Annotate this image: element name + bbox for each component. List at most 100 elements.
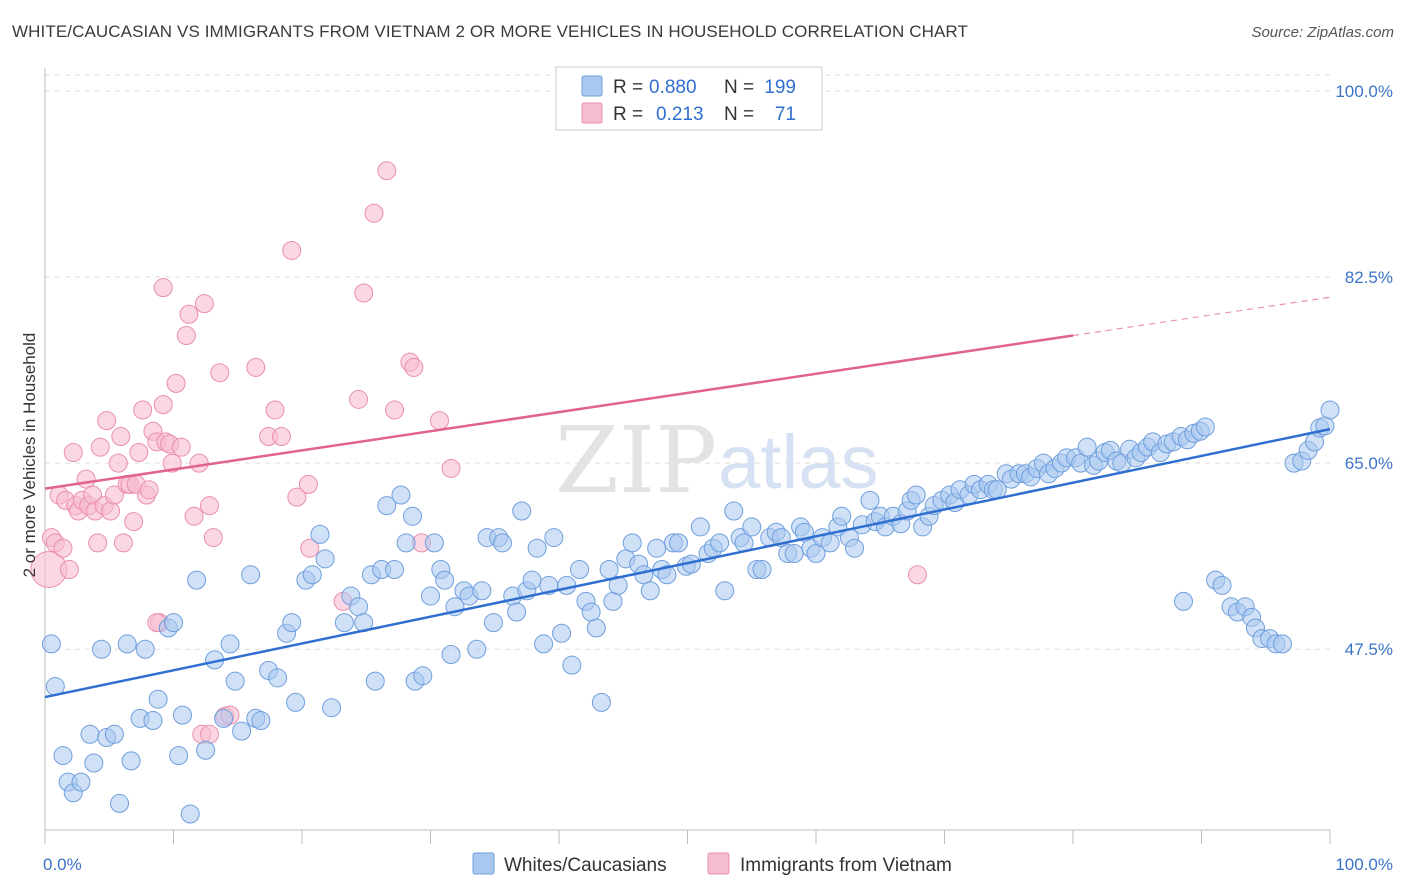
white-point [483,613,503,633]
white-point [53,746,73,766]
white-point [365,671,385,691]
white-point [534,634,554,654]
vietnam-point [404,357,424,377]
vietnam-point [385,400,405,420]
white-point [586,618,606,638]
white-point [1272,634,1292,654]
white-point [1195,417,1215,437]
white-point [1320,400,1340,420]
x-tick-label-max: 100.0% [1335,855,1393,874]
white-point [752,559,772,579]
white-point [860,490,880,510]
white-point [172,705,192,725]
vietnam-point [271,427,291,447]
white-point [214,708,234,728]
bottom-legend-swatch-pink [707,852,730,875]
vietnam-point [287,487,307,507]
white-point [424,533,444,553]
white-point [599,559,619,579]
white-point [507,602,527,622]
vietnam-point [171,437,191,457]
white-point [1212,575,1232,595]
white-point [71,772,91,792]
legend-r-value-1: 0.880 [649,77,697,98]
trend-line-vietnam-extension [1072,296,1331,337]
trend-line-whites [44,427,1331,699]
white-point [544,528,564,548]
vietnam-point [133,400,153,420]
white-point [169,746,189,766]
vietnam-point [153,395,173,415]
white-point [557,575,577,595]
white-point [784,544,804,564]
watermark-zip: ZIP [555,407,717,514]
vietnam-point [282,240,302,260]
vietnam-point [124,512,144,532]
white-point [377,496,397,516]
y-tick-labels: 47.5% 65.0% 82.5% 100.0% [1335,82,1393,659]
legend-r-label-1: R = [613,77,643,98]
white-point [421,586,440,606]
legend-n-value-2: 71 [775,104,796,125]
white-point [1174,591,1194,611]
vietnam-point [199,496,219,516]
vietnam-point [203,528,223,548]
vietnam-point [199,724,219,744]
vietnam-point [162,453,182,473]
vietnam-point [101,501,121,521]
white-point [241,565,261,585]
vietnam-point [364,203,384,223]
y-tick-label-0: 47.5% [1345,640,1393,659]
white-point [467,639,487,659]
white-point [196,740,216,760]
legend-r-value-2: 0.213 [656,104,704,125]
white-point [110,793,130,813]
white-point [310,524,330,544]
trend-line-vietnam [44,334,1074,490]
vietnam-point [153,278,173,298]
white-point [282,613,302,633]
vietnam-point [265,400,285,420]
white-point [690,517,710,537]
white-point [435,570,455,590]
vietnam-point [194,294,214,314]
vietnam-point [104,485,124,505]
white-point [441,645,461,665]
white-point [640,581,660,601]
white-point [832,506,852,526]
white-point [220,634,240,654]
vietnam-point [97,411,117,431]
y-tick-label-2: 82.5% [1345,268,1393,287]
white-point [251,710,271,730]
y-tick-label-3: 100.0% [1335,82,1393,101]
white-point [512,501,532,521]
white-point [647,538,667,558]
white-point [225,671,245,691]
vietnam-point [111,427,131,447]
white-point [581,602,601,622]
white-point [135,639,155,659]
vietnam-point [377,161,397,181]
vietnam-point [908,565,928,585]
trend-lines [44,296,1331,699]
legend-swatch-pink [581,102,603,124]
legend-n-value-1: 199 [764,77,796,98]
white-point [669,533,689,553]
white-point [80,724,100,744]
white-point [472,581,492,601]
white-point [492,533,512,553]
vietnam-point [189,453,209,473]
legend-r-label-2: R = [613,104,643,125]
series-immigrants-from-vietnam [30,161,928,744]
white-point [92,639,112,659]
white-point [724,501,744,521]
white-point [527,538,547,558]
white-point [286,692,306,712]
white-point [187,570,207,590]
white-point [164,613,183,633]
vietnam-point [108,453,128,473]
white-point [391,485,411,505]
vietnam-point [76,469,96,489]
stats-legend: R = 0.880 N = 199 R = 0.213 N = 71 [555,66,823,131]
white-point [591,692,611,712]
